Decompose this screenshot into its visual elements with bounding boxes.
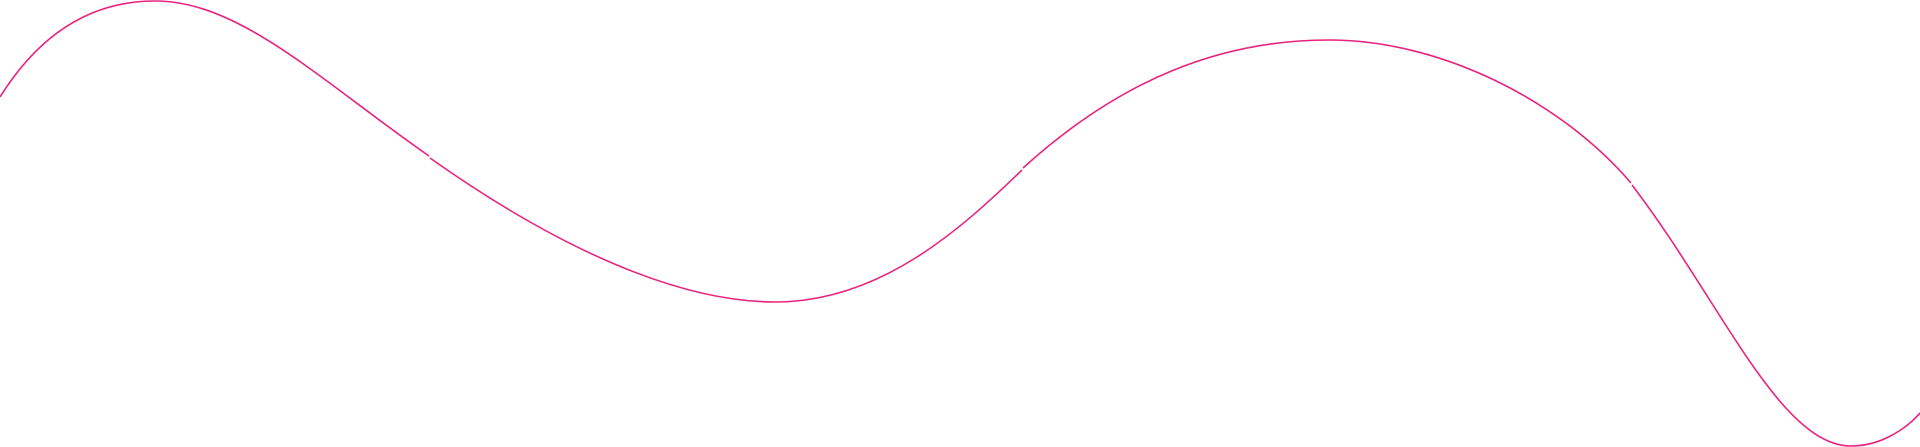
wave-segment-4 [1631,184,1920,447]
wave-segment-3 [1022,39,1632,184]
wave-segment-1 [0,0,430,157]
wave-segment-2 [429,157,1023,303]
